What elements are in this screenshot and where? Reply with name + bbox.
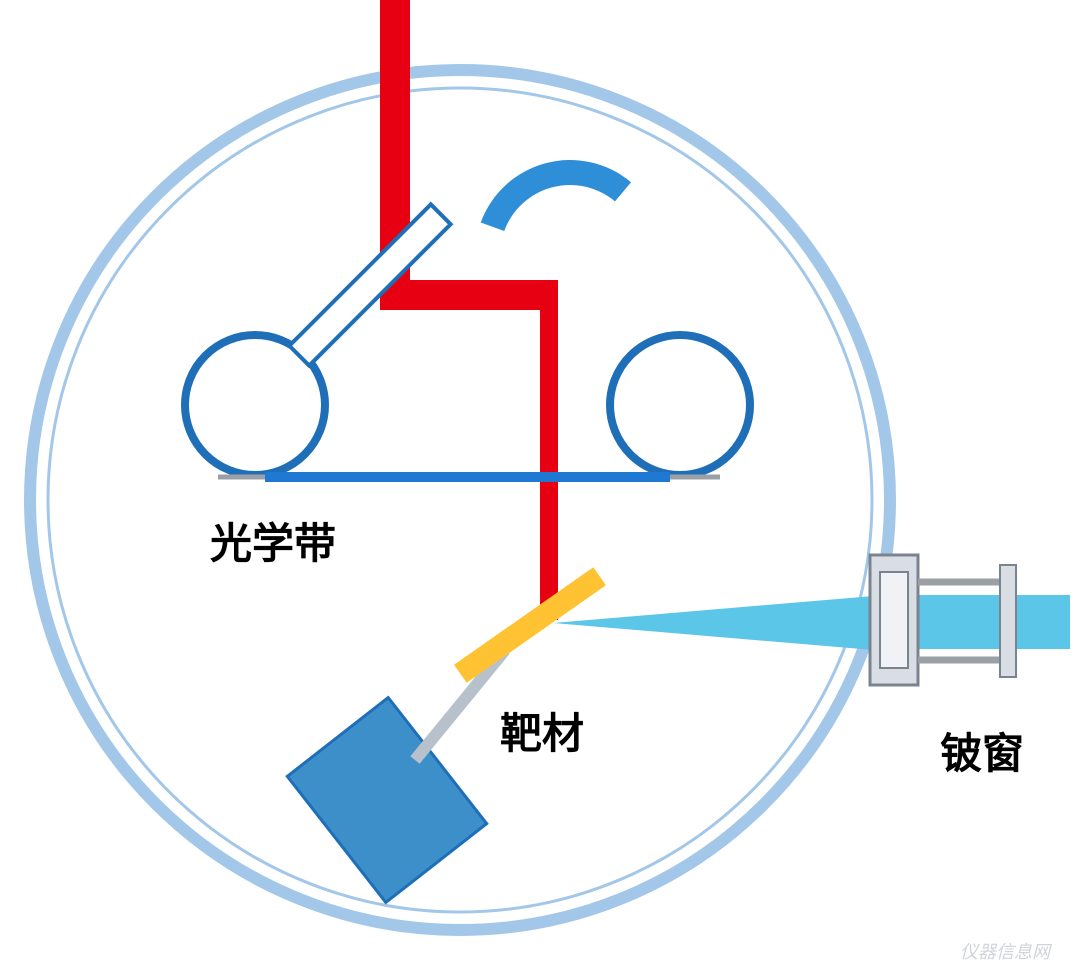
watermark: 仪器信息网 [960, 938, 1050, 964]
label-target: 靶材 [500, 700, 584, 761]
label-optical-belt: 光学带 [210, 510, 336, 571]
label-be-window: 铍窗 [940, 720, 1024, 781]
diagram-svg [0, 0, 1080, 976]
